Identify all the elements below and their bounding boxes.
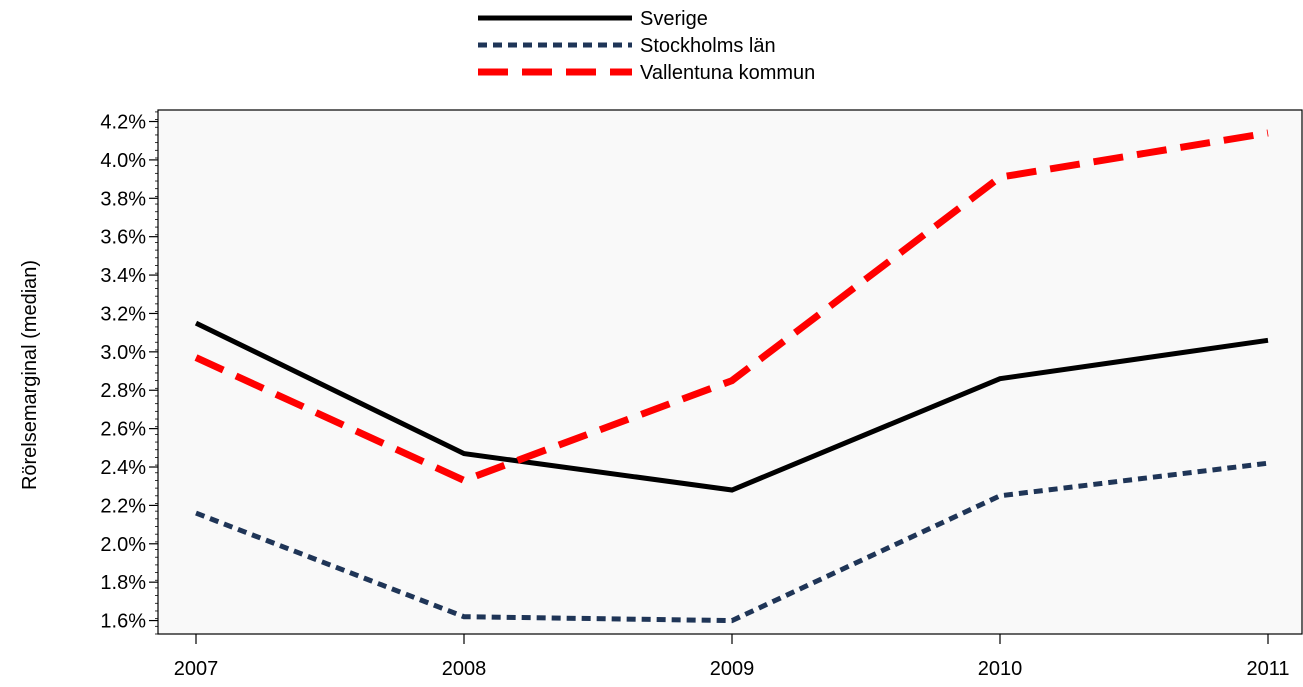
x-tick-label: 2007 (174, 658, 219, 680)
plot-area (157, 109, 1303, 635)
legend: Sverige Stockholms län Vallentuna kommun (478, 8, 815, 84)
y-tick-label: 1.6% (100, 611, 146, 633)
y-tick-label: 4.2% (100, 112, 146, 134)
legend-label-1: Sverige (640, 8, 708, 30)
y-tick-label: 3.6% (100, 227, 146, 249)
series-line-2 (195, 460, 1269, 624)
y-tick-label: 1.8% (100, 572, 146, 594)
x-tick-label: 2008 (442, 658, 487, 680)
series-layer (194, 129, 1269, 624)
y-tick-label: 2.4% (100, 457, 146, 479)
y-tick-label: 2.8% (100, 380, 146, 402)
y-tick-label: 3.0% (100, 342, 146, 364)
x-tick-label: 2010 (978, 658, 1023, 680)
legend-label-3: Vallentuna kommun (640, 62, 815, 84)
y-tick-label: 2.6% (100, 419, 146, 441)
series-line-3 (194, 129, 1269, 485)
y-tick-label: 3.8% (100, 188, 146, 210)
y-tick-label: 4.0% (100, 150, 146, 172)
x-tick-label: 2011 (1246, 658, 1289, 680)
y-axis-label: Rörelsemarginal (median) (19, 260, 41, 490)
y-tick-label: 2.0% (100, 534, 146, 556)
x-tick-label: 2009 (710, 658, 755, 680)
y-axis: 1.6% 1.8% 2.0% 2.2% 2.4% 2.6% 2.8% 3.0% 3.2% 3.4%… (100, 112, 158, 635)
y-tick-label: 3.4% (100, 265, 146, 287)
y-tick-label: 3.2% (100, 303, 146, 325)
legend-label-2: Stockholms län (640, 35, 776, 57)
y-tick-label: 2.2% (100, 495, 146, 517)
series-line-1 (194, 320, 1269, 493)
x-axis: 2007 2008 2009 2010 2011 (174, 634, 1290, 680)
